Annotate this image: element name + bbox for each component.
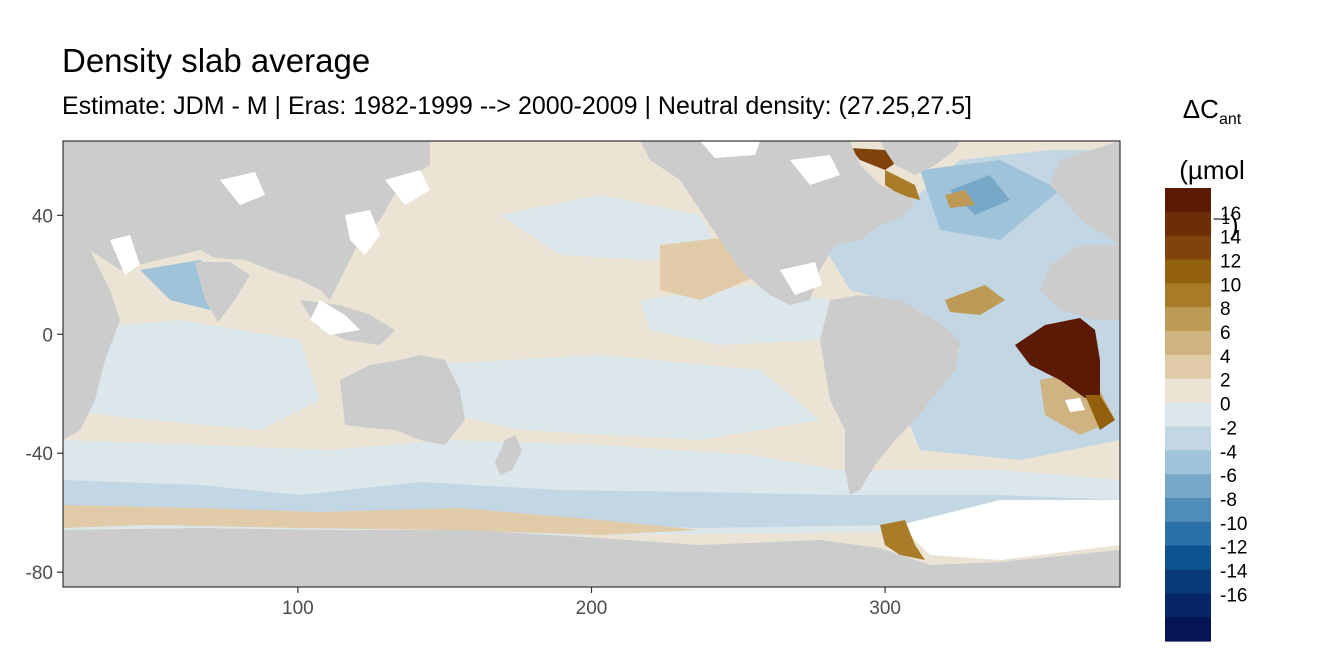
land-masses xyxy=(63,141,1120,587)
x-axis: 100 200 300 xyxy=(282,587,901,619)
legend-swatch xyxy=(1165,521,1211,547)
land-north-america xyxy=(640,141,915,305)
land-south-america xyxy=(820,295,960,495)
nodata-eastern-asia xyxy=(220,172,265,205)
plot-subtitle: Estimate: JDM - M | Eras: 1982-1999 --> … xyxy=(62,92,972,120)
nodata-gulf-of-mexico xyxy=(780,262,822,295)
x-tick-label: 300 xyxy=(869,598,901,619)
legend-swatch xyxy=(1165,545,1211,571)
legend-swatch xyxy=(1165,307,1211,332)
nodata-hudson xyxy=(790,155,840,185)
legend-swatch xyxy=(1165,617,1211,642)
legend-label: 12 xyxy=(1220,252,1241,273)
legend-title-variable: ΔCant xyxy=(1182,94,1242,129)
legend-label: 6 xyxy=(1220,323,1231,344)
legend-swatch xyxy=(1165,283,1211,308)
legend-label: 2 xyxy=(1220,371,1231,392)
legend-label: -8 xyxy=(1220,490,1237,511)
legend-label: 4 xyxy=(1220,347,1231,368)
legend-swatch xyxy=(1165,450,1211,475)
land-india xyxy=(195,262,250,322)
y-axis: 40 0 -40 -80 xyxy=(26,206,63,584)
legend-swatch xyxy=(1165,497,1211,523)
plot-title: Density slab average xyxy=(62,42,371,79)
legend-label: -4 xyxy=(1220,442,1237,463)
ocean-nodata-antarctic-weddell xyxy=(900,500,1120,560)
ocean-greenland-tan xyxy=(885,170,920,200)
legend-swatch xyxy=(1165,259,1211,284)
land-greenland xyxy=(880,141,960,175)
ocean-hotspot xyxy=(1015,318,1100,398)
ocean-atlantic-tan-north xyxy=(945,190,975,208)
nodata-okhotsk xyxy=(385,170,430,205)
legend-swatch xyxy=(1165,235,1211,261)
legend-label: 10 xyxy=(1220,275,1241,296)
ocean-patch-indian xyxy=(63,320,320,430)
legend-swatch xyxy=(1165,593,1211,618)
legend-label: -14 xyxy=(1220,561,1248,582)
nodata-arctic-canada xyxy=(700,141,760,158)
land-africa xyxy=(63,245,120,440)
legend-label: -6 xyxy=(1220,466,1237,487)
legend-swatch xyxy=(1165,188,1211,213)
nodata-indonesia xyxy=(310,300,360,335)
y-tick-label: -80 xyxy=(26,563,53,584)
legend-swatch xyxy=(1165,402,1211,428)
nodata-japan-sea xyxy=(345,210,380,255)
y-tick-label: 40 xyxy=(32,206,53,227)
ocean-hotspot-tail xyxy=(1085,395,1115,430)
legend-swatch xyxy=(1165,354,1211,380)
land-antarctica xyxy=(63,528,1120,587)
ocean-patch-pacific-north xyxy=(500,195,720,260)
legend-label: -16 xyxy=(1220,585,1247,606)
x-tick-label: 100 xyxy=(282,598,314,619)
land-new-zealand xyxy=(495,435,522,475)
ocean-patch-south-pacific xyxy=(420,355,820,440)
y-tick-label: -40 xyxy=(26,444,53,465)
legend-label: -12 xyxy=(1220,538,1247,559)
ocean-atlantic-tan-patch xyxy=(945,285,1005,315)
land-australia xyxy=(340,355,465,445)
legend-swatch xyxy=(1165,331,1211,356)
ocean-weddell-rim xyxy=(880,520,925,560)
land-west-africa xyxy=(1040,245,1120,320)
legend-label: 8 xyxy=(1220,299,1231,320)
nodata-red-sea xyxy=(110,235,140,275)
y-tick-label: 0 xyxy=(42,325,53,346)
legend-label: 14 xyxy=(1220,228,1242,249)
nodata-patches xyxy=(110,141,1085,412)
legend-swatch xyxy=(1165,426,1211,451)
x-tick-label: 200 xyxy=(576,598,608,619)
land-europe xyxy=(1050,141,1120,245)
nodata-south-atlantic xyxy=(1065,398,1085,412)
legend-swatch xyxy=(1165,569,1211,594)
legend-label: -2 xyxy=(1220,418,1237,439)
land-eurasia xyxy=(63,141,430,300)
ocean-band-southern-tan xyxy=(63,505,700,535)
legend-swatch xyxy=(1165,474,1211,499)
legend-swatch xyxy=(1165,378,1211,404)
legend-swatch xyxy=(1165,211,1211,237)
legend-label: -10 xyxy=(1220,514,1247,535)
legend-label: 0 xyxy=(1220,395,1231,416)
legend-label: 16 xyxy=(1220,204,1241,225)
